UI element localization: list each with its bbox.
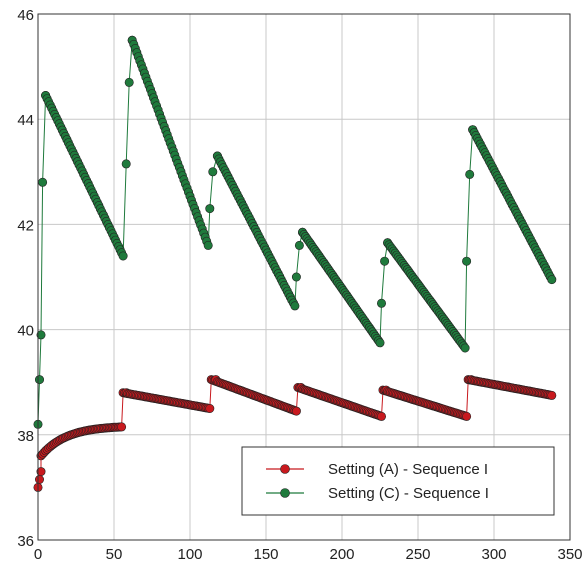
data-point [291,272,301,282]
data-point [121,159,131,169]
axis-ticks: 0 50 100 150 200 250 300 350 36 38 40 42 44 46 [17,7,582,563]
data-point [117,422,127,432]
data-point [118,251,128,261]
series-layer [33,35,557,492]
y-tick-label: 42 [17,217,34,234]
data-point [380,256,390,266]
data-point [124,77,134,87]
data-point [291,406,301,416]
data-point [376,411,386,421]
y-tick-label: 46 [17,7,34,24]
data-point [290,301,300,311]
y-tick-label: 44 [17,112,34,129]
data-point [203,240,213,250]
data-point [462,411,472,421]
data-point [208,167,218,177]
data-point [34,474,44,484]
data-point [38,177,48,187]
data-point [547,390,557,400]
legend: Setting (A) - Sequence I Setting (C) - Se… [241,446,555,516]
legend-label: Setting (A) - Sequence I [328,461,488,478]
x-tick-label: 300 [481,546,506,563]
legend-marker [280,464,290,474]
x-tick-label: 200 [329,546,354,563]
data-point [205,403,215,413]
data-point [547,275,557,285]
series-c [33,35,557,429]
legend-box [241,446,555,516]
y-tick-label: 36 [17,533,34,550]
data-point [375,338,385,348]
x-tick-label: 50 [106,546,123,563]
legend-marker [280,488,290,498]
x-tick-label: 0 [34,546,42,563]
x-tick-label: 350 [557,546,582,563]
series-a [33,375,557,492]
legend-label: Setting (C) - Sequence I [328,485,489,502]
data-point [205,204,215,214]
y-tick-label: 38 [17,428,34,445]
y-tick-label: 40 [17,323,34,340]
plot-frame [37,13,571,541]
data-point [460,343,470,353]
data-point [376,298,386,308]
x-tick-label: 150 [253,546,278,563]
data-point [462,256,472,266]
data-point [465,169,475,179]
data-point [294,240,304,250]
data-point [36,330,46,340]
x-tick-label: 100 [177,546,202,563]
data-point [36,467,46,477]
data-point [34,375,44,385]
x-tick-label: 250 [405,546,430,563]
